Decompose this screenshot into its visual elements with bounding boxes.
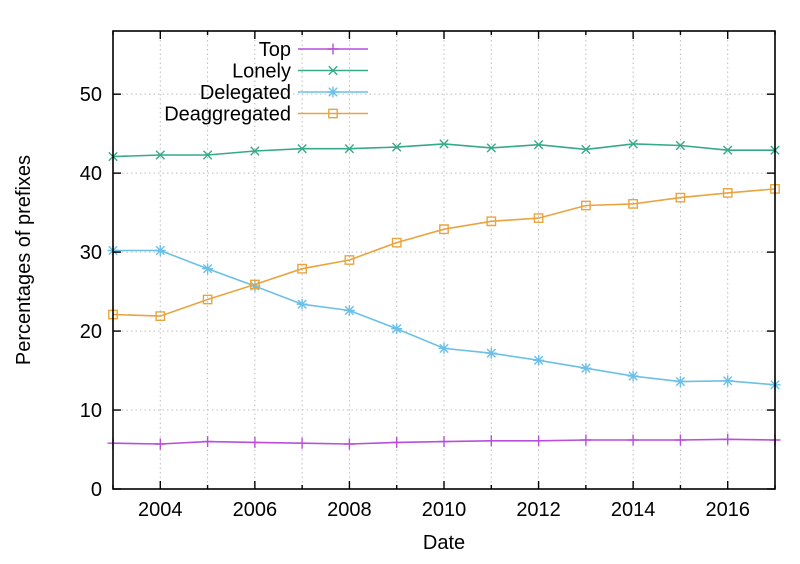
- legend-item-deaggregated: Deaggregated: [164, 104, 368, 126]
- x-tick-label: 2016: [705, 499, 750, 521]
- square-marker: [297, 263, 308, 274]
- square-marker: [439, 224, 449, 235]
- cross-marker: [533, 140, 544, 150]
- x-axis-title: Date: [423, 532, 465, 554]
- asterisk-marker: [674, 376, 686, 388]
- asterisk-marker: [391, 323, 403, 335]
- series-lonely: [108, 139, 780, 162]
- plus-marker: [202, 436, 214, 448]
- asterisk-marker: [296, 298, 308, 310]
- plus-marker: [249, 436, 261, 448]
- asterisk-marker: [485, 347, 497, 359]
- plus-marker: [485, 435, 497, 447]
- legend-item-top: Top: [259, 39, 368, 61]
- series-layer: [107, 139, 781, 450]
- asterisk-marker: [580, 362, 592, 374]
- square-marker: [249, 279, 260, 290]
- cross-marker: [486, 143, 496, 153]
- series-line: [112, 143, 775, 158]
- plus-marker: [438, 436, 450, 448]
- plus-marker: [627, 434, 639, 446]
- cross-marker: [392, 142, 402, 152]
- square-marker: [391, 237, 402, 248]
- y-tick-label: 10: [80, 400, 102, 422]
- asterisk-marker: [154, 245, 166, 256]
- legend-label: Deaggregated: [164, 104, 291, 126]
- cross-marker: [723, 145, 733, 155]
- plot-border: [112, 30, 776, 490]
- asterisk-marker: [202, 263, 214, 275]
- square-marker: [344, 255, 355, 265]
- y-tick-label: 20: [80, 321, 102, 343]
- cross-marker: [328, 65, 338, 76]
- y-axis-title: Percentages of prefixes: [13, 155, 35, 365]
- square-marker: [581, 200, 591, 211]
- series-deaggregated: [108, 183, 780, 322]
- y-tick-label: 40: [80, 163, 102, 185]
- square-marker: [328, 108, 338, 119]
- legend-label: Lonely: [232, 61, 291, 83]
- square-marker: [108, 309, 118, 320]
- legend-item-lonely: Lonely: [232, 61, 368, 83]
- series-top: [107, 433, 781, 450]
- plus-marker: [343, 438, 355, 450]
- y-tick-label: 50: [80, 84, 102, 106]
- cross-marker: [675, 140, 686, 151]
- series-line: [112, 188, 776, 317]
- square-marker: [675, 192, 686, 203]
- cross-marker: [628, 139, 638, 149]
- x-tick-label: 2006: [233, 499, 278, 521]
- asterisk-marker: [249, 280, 261, 292]
- asterisk-marker: [533, 354, 545, 366]
- plus-marker: [327, 43, 339, 55]
- square-marker: [722, 187, 733, 198]
- cross-marker: [155, 150, 165, 160]
- square-marker: [155, 311, 166, 322]
- x-tick-label: 2014: [611, 499, 656, 521]
- square-marker: [202, 294, 213, 305]
- cross-marker: [297, 144, 307, 154]
- square-marker: [533, 213, 544, 224]
- cross-marker: [439, 139, 449, 149]
- cross-marker: [581, 144, 591, 155]
- x-tick-label: 2010: [422, 499, 467, 521]
- legend-label: Top: [259, 39, 291, 61]
- asterisk-marker: [722, 375, 734, 387]
- y-tick-label: 30: [80, 242, 102, 264]
- plus-marker: [154, 438, 166, 450]
- plus-marker: [533, 435, 545, 447]
- x-tick-label: 2012: [516, 499, 561, 521]
- plus-marker: [580, 434, 592, 446]
- plus-marker: [391, 436, 403, 448]
- plus-marker: [674, 434, 686, 446]
- x-tick-label: 2008: [327, 499, 372, 521]
- plus-marker: [722, 433, 734, 445]
- asterisk-marker: [327, 86, 339, 98]
- plus-marker: [296, 437, 308, 449]
- asterisk-marker: [343, 305, 355, 316]
- square-marker: [770, 183, 780, 194]
- square-marker: [486, 216, 497, 227]
- cross-marker: [250, 146, 260, 156]
- legend-label: Delegated: [200, 82, 291, 104]
- asterisk-marker: [438, 342, 450, 354]
- tick-labels-layer: 2004 2006 2008 2010 2012 2014 2016 0 10 20 30 40 50: [80, 84, 750, 521]
- x-tick-label: 2004: [138, 499, 183, 521]
- cross-marker: [344, 144, 355, 154]
- legend-item-delegated: Delegated: [200, 82, 368, 104]
- square-marker: [628, 198, 638, 209]
- cross-marker: [202, 150, 213, 160]
- y-tick-label: 0: [91, 479, 102, 501]
- asterisk-marker: [627, 370, 639, 382]
